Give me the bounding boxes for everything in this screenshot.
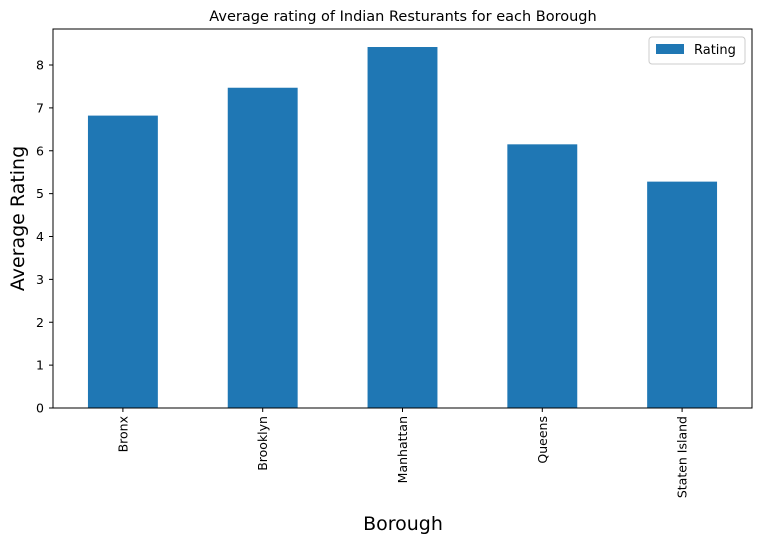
x-axis: Bronx Brooklyn Manhattan Queens Staten Islan… — [115, 408, 690, 498]
x-tick-label: Bronx — [115, 416, 130, 452]
y-tick-label: 3 — [36, 272, 44, 287]
x-tick-label: Manhattan — [395, 416, 410, 483]
chart-title: Average rating of Indian Resturants for … — [209, 9, 596, 25]
bars-group — [87, 47, 718, 409]
bar-queens — [507, 144, 578, 408]
y-tick-label: 4 — [36, 229, 44, 244]
y-tick-label: 0 — [36, 401, 44, 416]
y-tick-label: 8 — [36, 58, 44, 73]
x-tick-label: Brooklyn — [255, 416, 270, 471]
x-axis-label: Borough — [363, 513, 443, 535]
legend: Rating — [648, 36, 746, 65]
bar-bronx — [87, 115, 158, 409]
y-tick-label: 6 — [36, 143, 44, 158]
legend-swatch — [656, 44, 684, 54]
y-tick-label: 5 — [36, 186, 44, 201]
x-tick-label: Queens — [535, 416, 550, 464]
x-tick-label: Staten Island — [675, 416, 690, 498]
bar-staten-island — [647, 181, 718, 408]
y-axis: 0 1 2 3 4 5 6 7 8 — [36, 58, 53, 416]
legend-label: Rating — [694, 43, 736, 58]
bar-manhattan — [367, 47, 438, 409]
y-tick-label: 7 — [36, 100, 44, 115]
y-axis-label: Average Rating — [7, 146, 29, 291]
y-tick-label: 1 — [36, 358, 44, 373]
y-tick-label: 2 — [36, 315, 44, 330]
legend-box — [648, 36, 746, 65]
bar-brooklyn — [227, 87, 298, 409]
